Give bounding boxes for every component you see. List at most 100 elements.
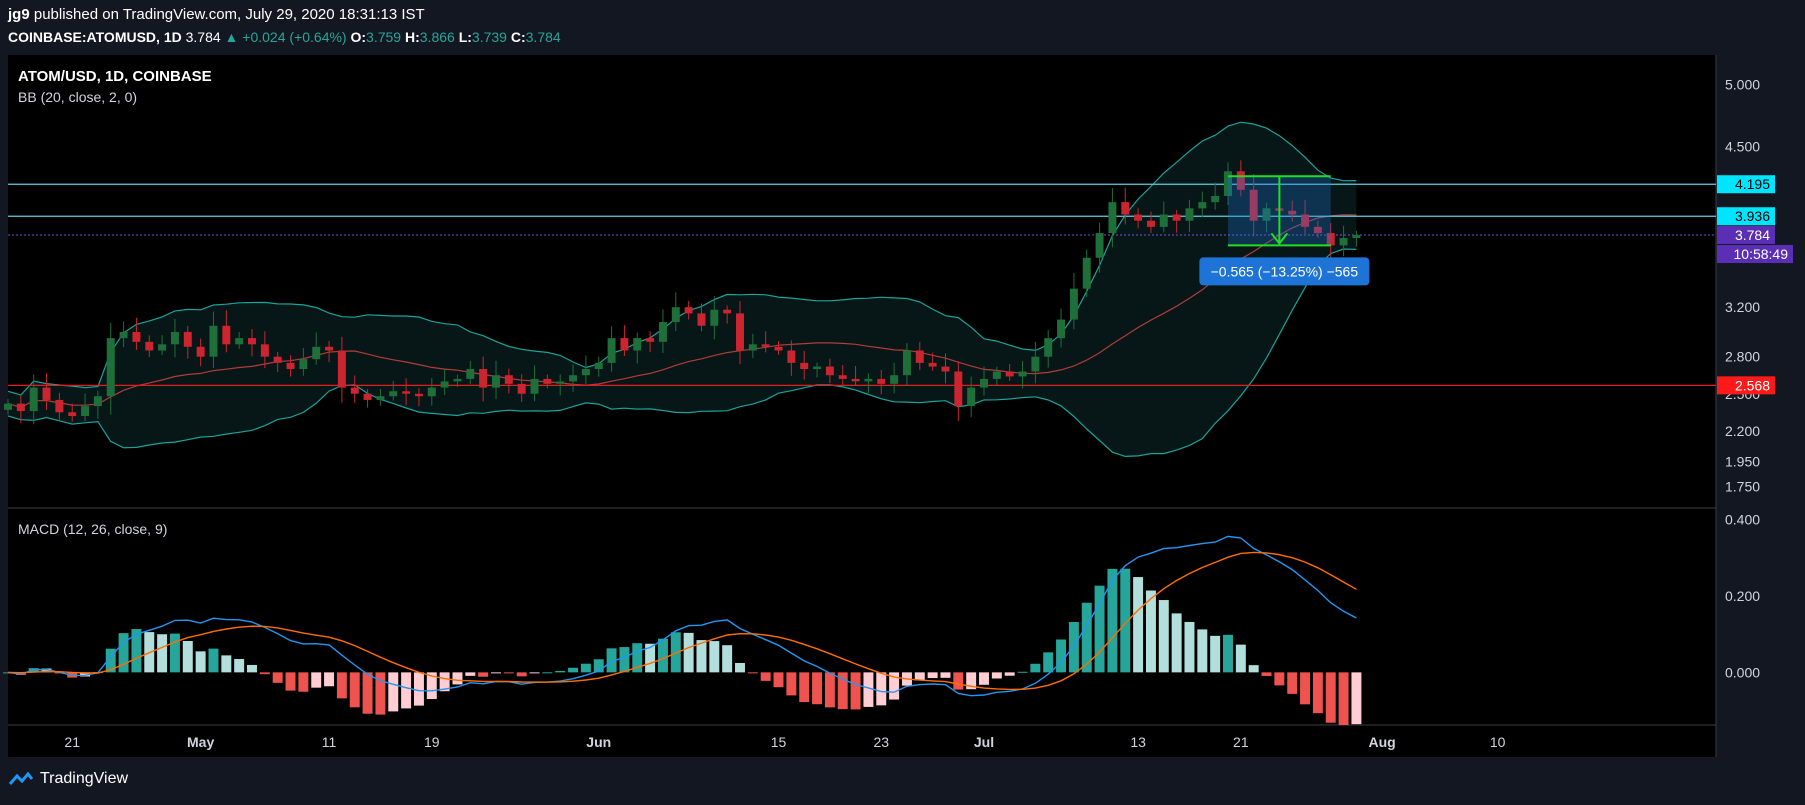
candle [427,378,436,406]
candle-body [761,344,770,347]
candle [1288,200,1297,222]
measure-tool[interactable]: −0.565 (−13.25%) −565 [1199,175,1370,286]
candle [4,399,12,415]
candle [1095,222,1104,273]
publisher-name[interactable]: jg9 [8,6,30,23]
macd-histogram-bar [234,659,245,673]
macd-tick-label: 0.000 [1725,664,1760,680]
candle-body [414,393,423,397]
bb-lower-band [7,248,1357,458]
candle [1044,330,1053,368]
macd-histogram-bar [619,647,630,673]
candle-body [1224,171,1232,196]
chart-header: jg9 published on TradingView.com, July 2… [8,6,561,46]
macd-histogram-bar [349,672,360,708]
candle [543,374,552,389]
macd-histogram-bar [966,672,977,690]
macd-histogram-bar [491,672,501,674]
candle [93,391,102,419]
candle [350,375,359,403]
macd-histogram-bar [105,648,116,673]
candle-body [825,366,834,376]
macd-histogram-bar [1235,644,1246,673]
macd-histogram-bar [991,672,1002,679]
candle-body [4,403,12,410]
price-label-box [1717,226,1775,245]
macd-histogram-bar [1210,635,1221,673]
macd-histogram-bar [889,672,900,700]
candle-body [440,381,449,388]
candle [992,366,1001,386]
macd-histogram-bar [927,672,938,679]
macd-histogram-bar [1171,613,1182,673]
candle [697,303,706,332]
candle [1339,225,1348,257]
macd-histogram-bar [1120,568,1131,673]
macd-indicator-label: MACD (12, 26, close, 9) [18,521,167,537]
horizontal-lines[interactable] [8,183,1716,386]
candle-body [209,325,218,357]
macd-histogram-bar [632,643,643,673]
candle-body [1005,371,1014,377]
macd-histogram-bar [1068,622,1079,673]
candles[interactable] [4,160,1361,425]
macd-histogram-bar [259,672,270,675]
macd-histogram-bar [131,629,142,673]
symbol-label: COINBASE:ATOMUSD, 1D [8,29,182,45]
axes: 5.0004.5003.2002.8002.5002.2001.9501.750… [64,77,1793,750]
macd-histogram-bar [336,672,347,699]
candle-body [646,338,655,342]
price-label-text: 3.936 [1735,208,1770,224]
macd-histogram-bar [401,672,412,709]
macd-histogram-bar [208,648,219,673]
candle [1121,187,1130,225]
candle-body [119,331,128,339]
candle [1236,160,1245,197]
macd-histogram-bar [1004,672,1015,676]
time-tick-label: 21 [64,734,80,750]
macd-histogram-bar [311,672,322,688]
price-label-text: 2.568 [1735,377,1770,393]
time-tick-label: Aug [1368,734,1395,750]
macd-histogram-bar [850,672,861,710]
footer-brand[interactable]: TradingView [8,770,128,788]
candle [723,305,732,324]
candle-body [620,338,629,351]
candle-body [260,344,269,357]
macd-histogram-bar [478,672,489,677]
candle [29,374,38,425]
macd-histogram-bar [722,645,733,673]
macd-tick-label: 0.200 [1725,588,1760,604]
candle-body [16,403,25,412]
macd-histogram-bar [593,659,604,673]
candle [479,356,488,402]
macd-histogram-bar [169,633,180,673]
macd-histogram-bar [285,672,296,691]
macd-histogram-bar [683,632,694,673]
candle [1352,230,1361,247]
candle [106,322,115,415]
candle [633,332,642,364]
candle-body [248,338,256,345]
candle [376,388,385,406]
candle-body [132,331,141,342]
macd-histogram-bar [1094,585,1105,673]
bb-basis [7,214,1357,408]
tradingview-logo-icon [8,771,34,785]
candle [1313,220,1322,238]
candle [81,393,90,422]
candle [607,326,616,372]
candle-body [658,322,667,342]
macd-histogram-bar [157,634,168,673]
time-tick-label: 21 [1233,734,1249,750]
candle [928,352,937,371]
candle-body [376,396,385,400]
time-tick-label: 10 [1490,734,1506,750]
candle-body [980,378,988,388]
candle [1108,187,1117,248]
macd-histogram-bar [606,648,617,673]
candle [954,361,963,421]
macd-histogram-bar [645,643,656,673]
brand-label: TradingView [40,770,129,787]
